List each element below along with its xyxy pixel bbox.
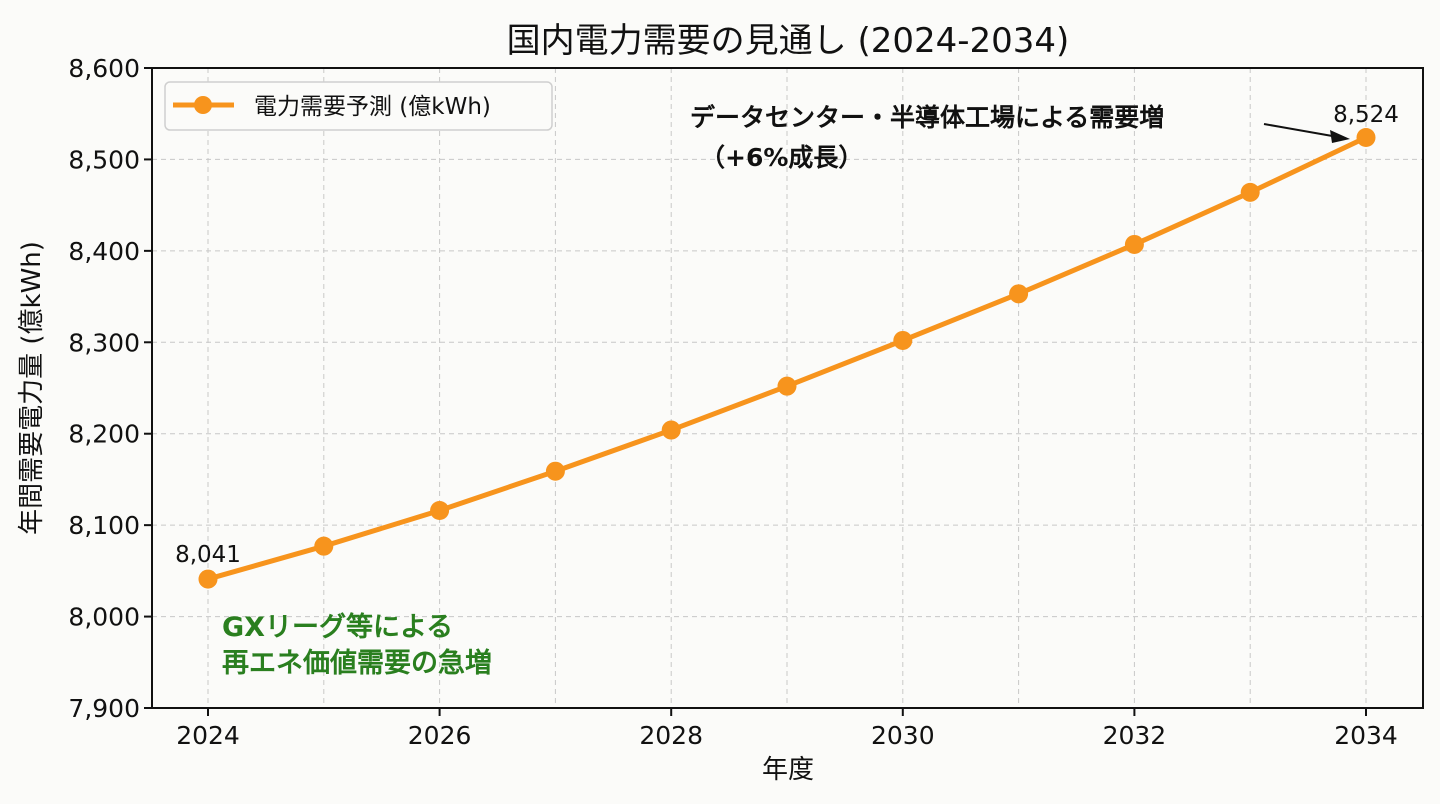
x-tick-label: 2024 — [176, 721, 240, 750]
y-tick-label: 8,600 — [68, 54, 140, 83]
x-tick-label: 2030 — [871, 721, 935, 750]
x-axis-label: 年度 — [762, 755, 814, 785]
x-tick-label: 2026 — [408, 721, 472, 750]
y-tick-label: 8,000 — [68, 603, 140, 632]
x-tick-label: 2028 — [639, 721, 703, 750]
legend-marker-icon — [194, 96, 212, 114]
y-axis-label: 年間需要電力量 (億kWh) — [17, 241, 47, 535]
data-label-first: 8,041 — [175, 542, 241, 568]
data-point-marker — [1124, 234, 1144, 254]
annotation-gx-line1: GXリーグ等による — [222, 611, 453, 643]
y-tick-label: 8,500 — [68, 145, 140, 174]
data-point-marker — [661, 420, 681, 440]
data-point-marker — [430, 501, 450, 521]
y-tick-label: 8,400 — [68, 237, 140, 266]
y-tick-label: 7,900 — [68, 694, 140, 723]
x-tick-label: 2034 — [1334, 721, 1398, 750]
chart-title: 国内電力需要の見通し (2024-2034) — [507, 21, 1070, 61]
data-point-marker — [314, 536, 334, 556]
data-point-marker — [1240, 182, 1260, 202]
data-label-last: 8,524 — [1333, 102, 1399, 128]
data-point-marker — [777, 376, 797, 396]
legend: 電力需要予測 (億kWh) — [164, 81, 553, 131]
y-tick-label: 8,300 — [68, 328, 140, 357]
plot-frame — [151, 67, 1424, 709]
series-line — [198, 127, 1376, 589]
annotation-gx-line2: 再エネ価値需要の急増 — [222, 647, 492, 679]
y-axis-ticks: 7,900 8,000 8,100 8,200 8,300 8,400 8,500 8,600 — [68, 54, 152, 723]
legend-label: 電力需要予測 (億kWh) — [254, 94, 491, 120]
x-axis-ticks: 2024 2026 2028 2030 2032 2034 — [176, 708, 1398, 750]
data-point-marker — [1009, 284, 1029, 304]
data-point-marker — [198, 569, 218, 589]
legend-box — [164, 81, 553, 131]
annotation-datacenter-line2: （+6%成長） — [700, 143, 863, 172]
annotation-arrow-icon — [1263, 123, 1350, 143]
data-point-marker — [545, 461, 565, 481]
data-point-marker — [893, 330, 913, 350]
data-point-marker — [1356, 127, 1376, 147]
y-tick-label: 8,100 — [68, 511, 140, 540]
annotation-datacenter-line1: データセンター・半導体工場による需要増 — [690, 103, 1164, 132]
y-tick-label: 8,200 — [68, 420, 140, 449]
x-tick-label: 2032 — [1103, 721, 1167, 750]
